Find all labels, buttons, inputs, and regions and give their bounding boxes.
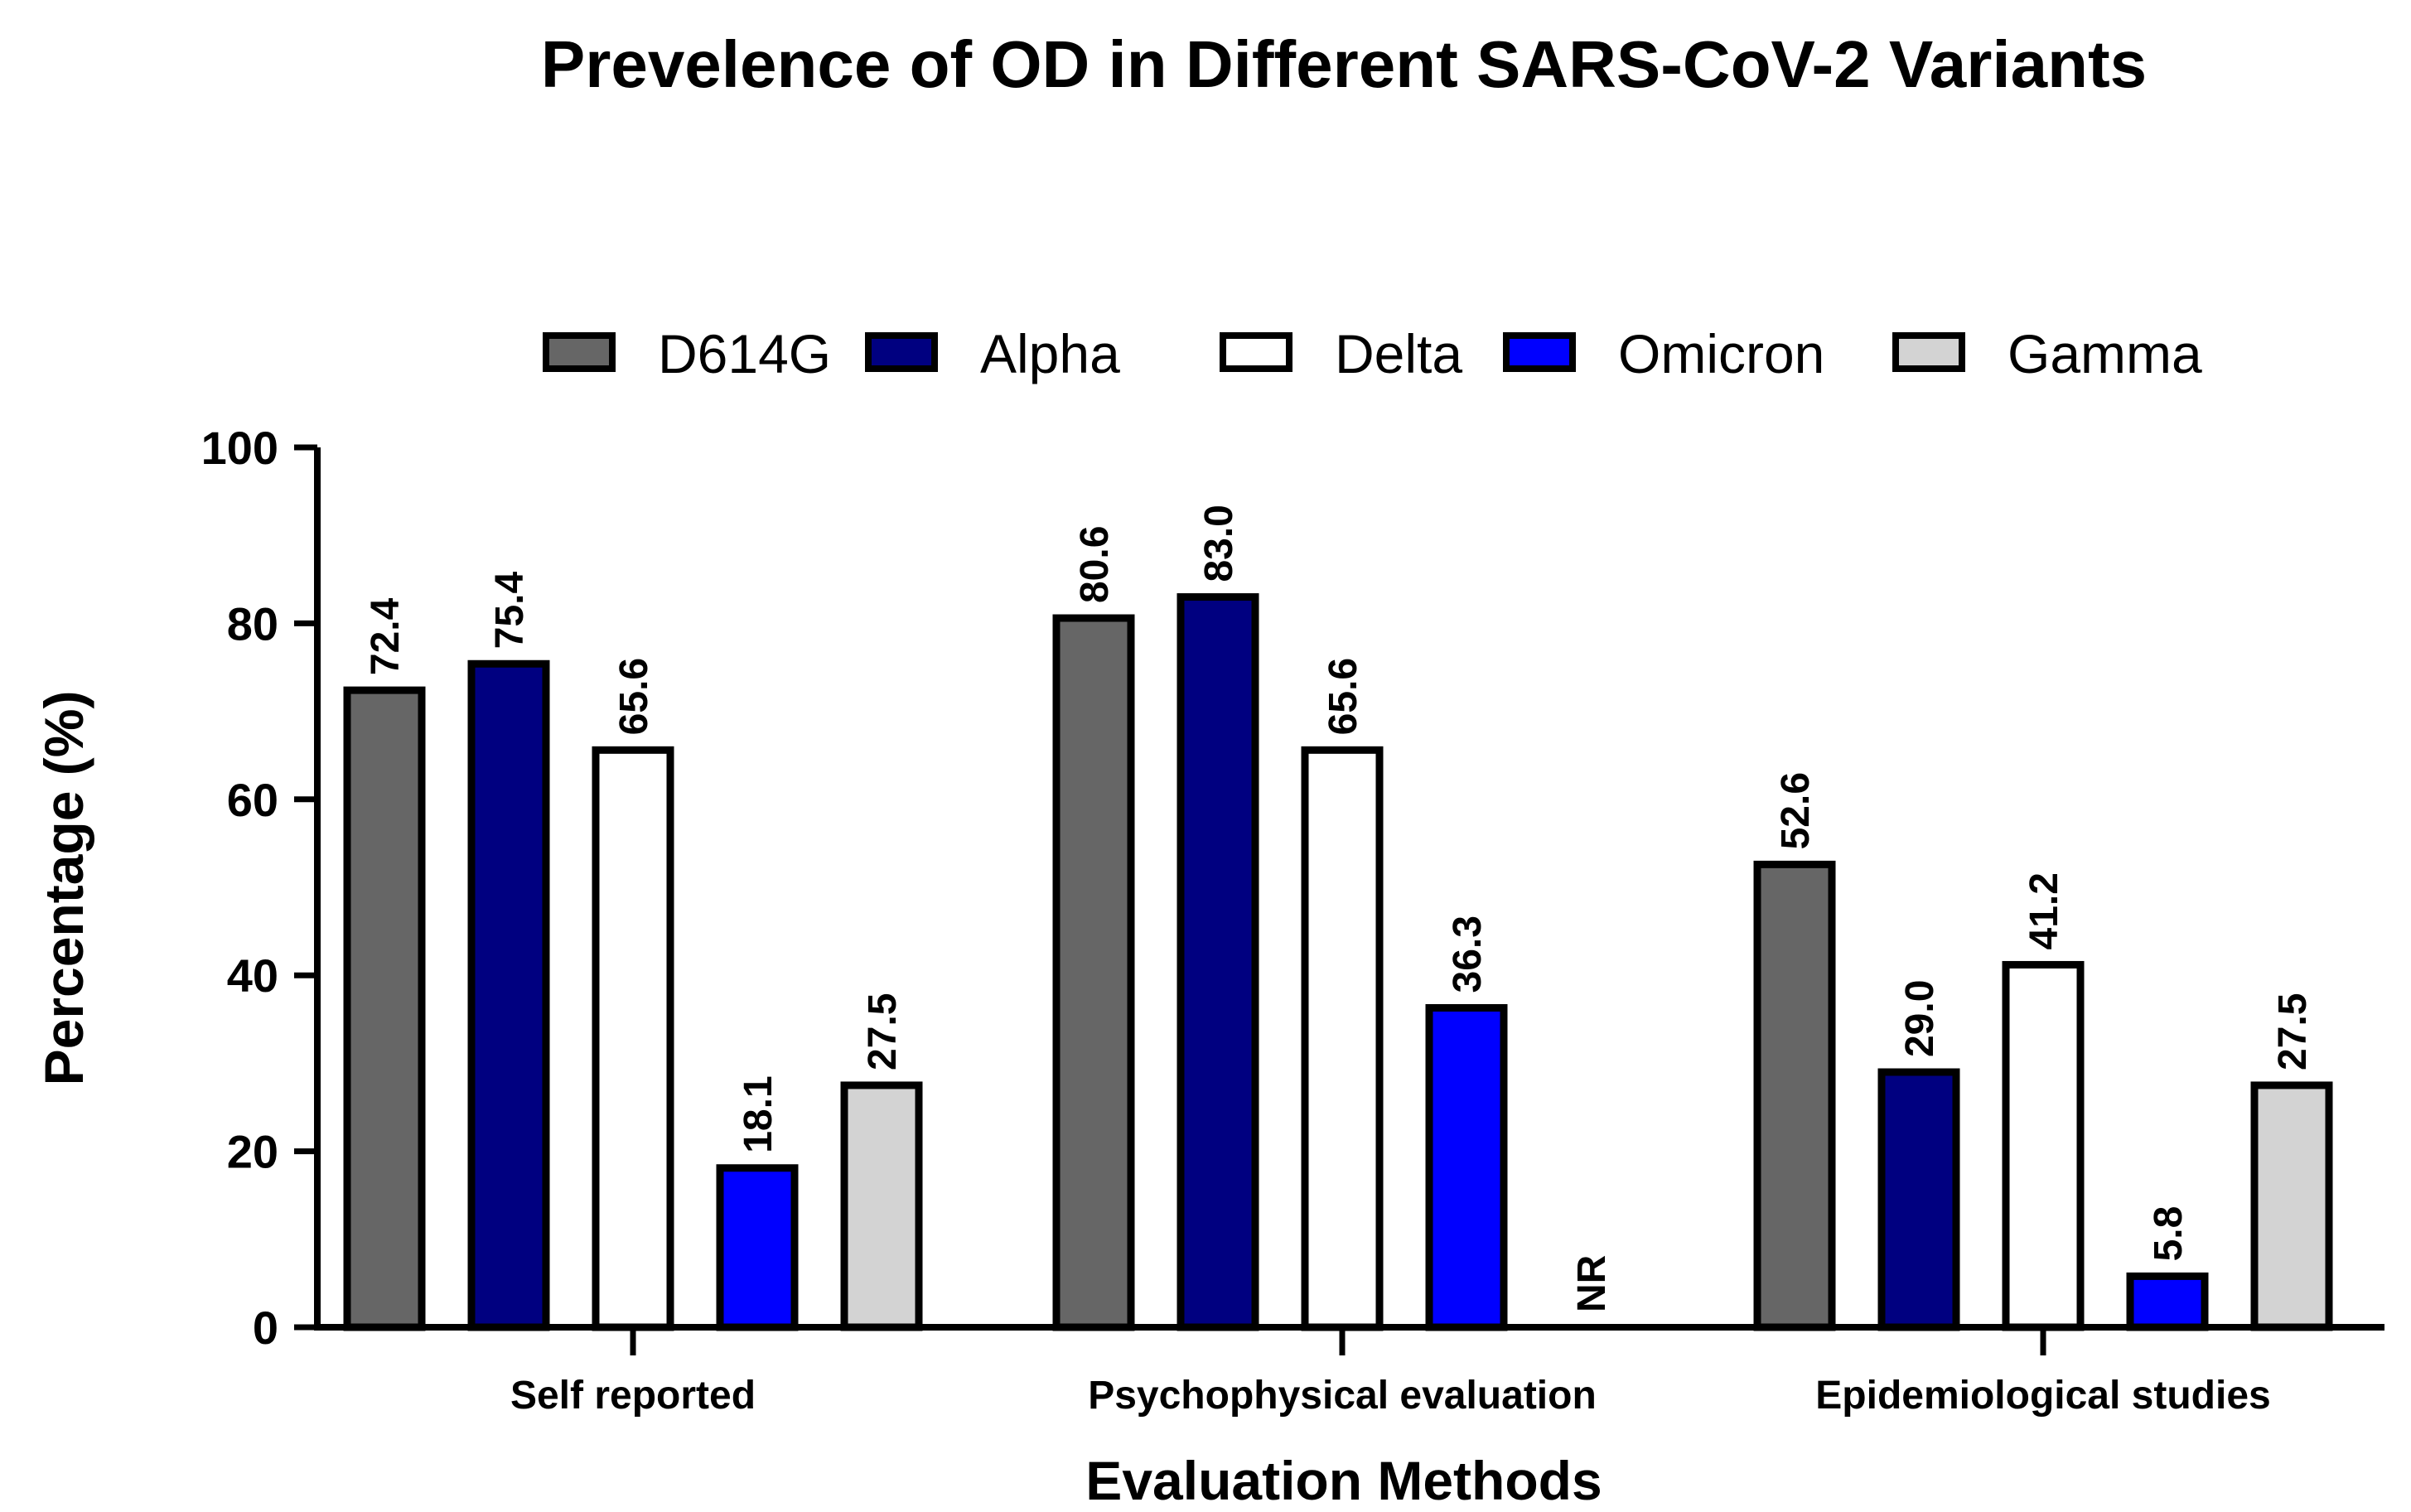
bar-alpha: [1177, 593, 1259, 1331]
bars: [343, 593, 2333, 1331]
bar-delta: [592, 746, 674, 1331]
bar-value-label: 36.3: [1446, 915, 1490, 993]
bar-value-label: 27.5: [2271, 993, 2315, 1070]
bar-value-label: 80.6: [1073, 526, 1117, 603]
legend-label-d614g: D614G: [658, 323, 831, 384]
bar-omicron: [2126, 1272, 2209, 1331]
y-axis: 0 20 40 60 80 100: [201, 422, 321, 1354]
bar-value-label: 75.4: [488, 572, 532, 650]
legend-swatch-omicron: [1503, 332, 1576, 372]
bar-value-label: 83.0: [1197, 505, 1241, 582]
legend-label-alpha: Alpha: [980, 323, 1120, 384]
bar-delta: [1301, 746, 1384, 1331]
y-tick-label: 100: [201, 422, 278, 474]
y-tick-label: 60: [227, 774, 278, 826]
x-category-label: Epidemiological studies: [1815, 1374, 2270, 1418]
bar-value-label: NR: [1570, 1255, 1614, 1312]
legend-swatch-alpha: [865, 332, 938, 372]
bar-d614g: [343, 686, 426, 1331]
x-category-label: Self reported: [510, 1374, 756, 1418]
y-axis-title: Percentage (%): [33, 691, 94, 1086]
bar-labels: 72.4 80.6 52.6 75.4 83.0 29.0 65.6 65.6 41.2 18.1…: [364, 505, 2315, 1312]
bar-gamma: [840, 1081, 923, 1331]
legend-swatch-gamma: [1892, 332, 1965, 372]
legend: D614G Alpha Delta Omicron Gamma: [543, 323, 2202, 384]
bar-value-label: 29.0: [1898, 980, 1942, 1057]
y-tick-label: 20: [227, 1126, 278, 1178]
y-tick-label: 80: [227, 597, 278, 650]
bar-alpha: [1877, 1068, 1960, 1331]
bar-value-label: 65.6: [1321, 658, 1365, 735]
y-tick-label: 40: [227, 949, 278, 1002]
y-tick-label: 0: [253, 1302, 278, 1354]
bar-value-label: 5.8: [2147, 1206, 2191, 1262]
x-axis-title: Evaluation Methods: [1085, 1450, 1602, 1511]
x-category-label: Psychophysical evaluation: [1088, 1374, 1597, 1418]
legend-label-delta: Delta: [1335, 323, 1462, 384]
bar-omicron: [1425, 1003, 1508, 1331]
bar-d614g: [1052, 614, 1135, 1331]
bar-d614g: [1753, 860, 1836, 1331]
legend-label-gamma: Gamma: [2008, 323, 2202, 384]
bar-value-label: 72.4: [364, 597, 408, 675]
bar-gamma: [2250, 1081, 2333, 1331]
bar-value-label: 41.2: [2022, 872, 2066, 949]
legend-swatch-d614g: [543, 332, 616, 372]
bar-value-label: 65.6: [612, 658, 656, 735]
legend-swatch-delta: [1220, 332, 1292, 372]
x-axis: Self reported Psychophysical evaluation Ep…: [314, 1324, 2384, 1418]
bar-value-label: 18.1: [737, 1075, 780, 1152]
chart-title: Prevelence of OD in Different SARS-CoV-2…: [541, 27, 2147, 101]
legend-label-omicron: Omicron: [1618, 323, 1824, 384]
bar-delta: [2002, 960, 2085, 1331]
bar-value-label: 27.5: [861, 993, 905, 1070]
bar-omicron: [716, 1164, 799, 1331]
bar-alpha: [467, 659, 550, 1331]
bar-value-label: 52.6: [1774, 772, 1818, 849]
